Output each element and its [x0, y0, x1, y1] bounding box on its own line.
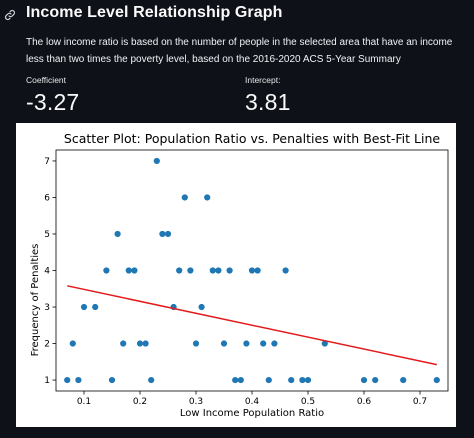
x-tick-label: 0.2: [133, 397, 147, 407]
scatter-chart: Scatter Plot: Population Ratio vs. Penal…: [16, 123, 456, 427]
data-point: [131, 267, 138, 274]
data-point: [176, 267, 183, 274]
y-tick-label: 7: [44, 157, 50, 167]
data-point: [92, 303, 99, 311]
data-point: [400, 376, 407, 384]
data-point: [142, 340, 149, 347]
data-point: [226, 267, 233, 274]
metric-value: 3.81: [245, 89, 291, 115]
metric-label: Intercept:: [245, 75, 281, 85]
chart-title: Scatter Plot: Population Ratio vs. Penal…: [64, 131, 440, 146]
x-tick-label: 0.4: [245, 397, 260, 407]
plot-area: 0.1 0.2 0.3 0.4 0.5 0.6 0.7 1 2 3 4 5 6 7: [44, 149, 449, 407]
y-tick-label: 6: [44, 193, 50, 203]
data-point: [204, 194, 211, 201]
metric-label: Coefficient: [26, 75, 67, 85]
x-tick-label: 0.6: [357, 397, 372, 407]
data-point: [360, 376, 368, 384]
data-point: [433, 376, 440, 384]
data-point: [271, 340, 278, 347]
data-point: [372, 376, 379, 384]
data-point: [232, 376, 239, 384]
data-point: [198, 303, 205, 311]
data-point: [304, 376, 312, 384]
data-point: [321, 340, 328, 347]
data-point: [164, 230, 172, 238]
data-point: [209, 267, 216, 274]
data-point: [136, 340, 144, 347]
data-point: [243, 340, 250, 347]
data-point: [260, 340, 267, 347]
data-point: [148, 376, 155, 384]
metric-value: -3.27: [26, 89, 80, 115]
x-tick-label: 0.3: [189, 397, 203, 407]
page-title: Income Level Relationship Graph: [26, 4, 283, 21]
data-point: [80, 303, 88, 311]
data-point: [125, 267, 132, 274]
data-point: [215, 267, 222, 274]
y-tick-label: 1: [44, 376, 50, 386]
page-description: The low income ratio is based on the num…: [26, 37, 453, 65]
y-axis-label: Frequency of Penalties: [30, 244, 41, 357]
data-point: [120, 340, 127, 347]
data-point: [108, 376, 116, 384]
data-point: [187, 267, 194, 274]
data-point: [159, 230, 166, 238]
y-tick-label: 3: [44, 303, 50, 313]
data-point: [181, 194, 188, 201]
y-tick-label: 2: [44, 340, 50, 350]
data-point: [248, 267, 256, 274]
x-axis-label: Low Income Population Ratio: [180, 408, 324, 419]
data-point: [69, 340, 76, 347]
data-point: [288, 376, 295, 384]
data-point: [103, 267, 110, 274]
y-tick-label: 4: [44, 267, 50, 277]
data-point: [192, 340, 200, 347]
y-tick-label: 5: [44, 230, 50, 240]
best-fit-line: [67, 285, 437, 366]
x-tick-label: 0.7: [413, 397, 427, 407]
x-tick-label: 0.5: [301, 397, 315, 407]
coefficient-metric: Coefficient -3.27: [26, 75, 79, 116]
data-point: [299, 376, 306, 384]
data-point: [282, 267, 289, 274]
chart-svg: Scatter Plot: Population Ratio vs. Penal…: [30, 131, 449, 419]
data-point: [254, 267, 261, 274]
data-point: [237, 376, 244, 384]
intercept-metric: Intercept: 3.81: [245, 75, 291, 116]
data-point: [153, 157, 160, 165]
link-icon[interactable]: [4, 9, 16, 21]
x-tick-label: 0.1: [77, 397, 91, 407]
data-point: [220, 340, 228, 347]
data-point: [64, 376, 71, 384]
data-point: [75, 376, 82, 384]
data-point: [114, 230, 121, 238]
data-point: [265, 376, 272, 384]
